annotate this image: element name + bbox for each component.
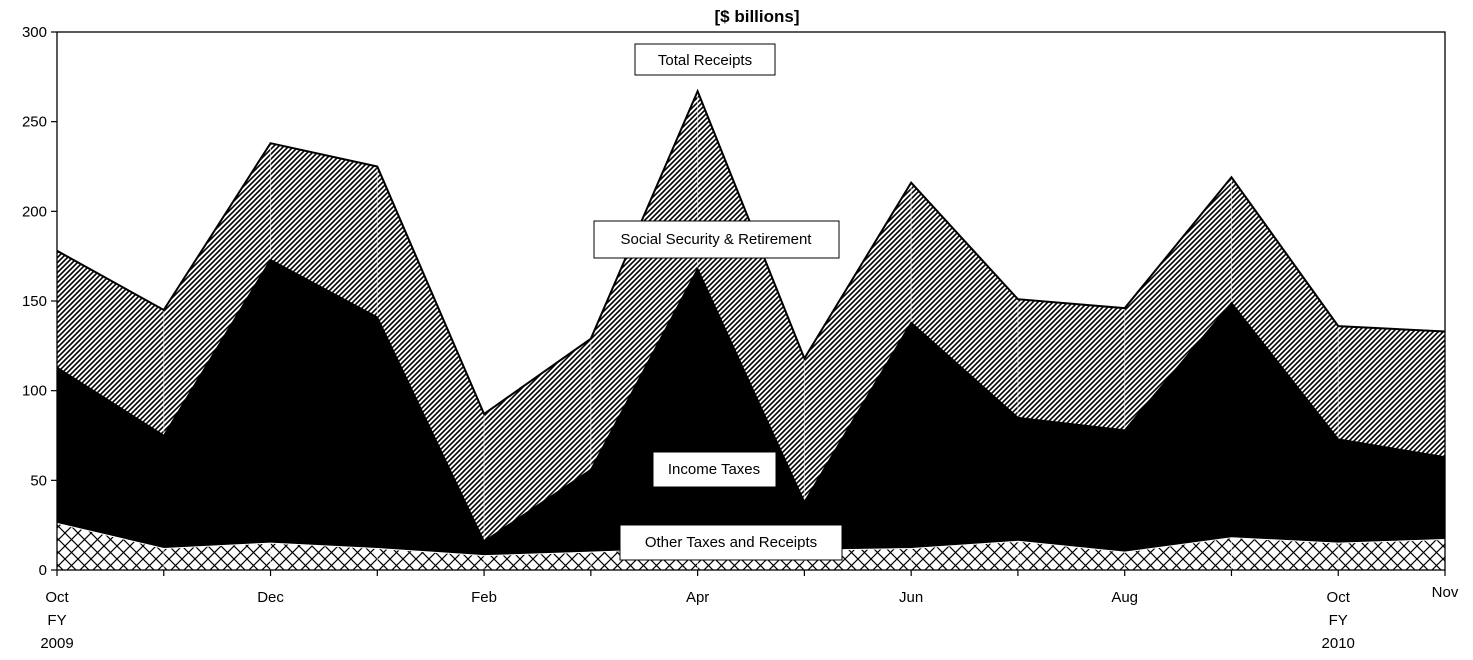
x-tick-label-line: FY — [47, 612, 66, 629]
x-tick-label-line: Oct — [1327, 589, 1351, 606]
y-tick-label: 300 — [22, 24, 47, 41]
x-tick-label: Oct FY 2009 — [40, 589, 73, 652]
label-other-taxes-text: Other Taxes and Receipts — [645, 534, 817, 551]
x-tick-label: Aug — [1111, 589, 1138, 606]
area-income-taxes — [57, 259, 1445, 556]
line-income-top — [56, 258, 1446, 543]
x-tick-label-line: Jun — [899, 589, 923, 606]
label-social-security-text: Social Security & Retirement — [621, 231, 813, 248]
label-income-taxes: Income Taxes — [652, 451, 777, 488]
y-tick-label: 150 — [22, 293, 47, 310]
area-social-security — [57, 91, 1445, 542]
x-tick-label-line: Apr — [686, 589, 709, 606]
y-tick-label: 50 — [30, 472, 47, 489]
x-tick-label-line: Aug — [1111, 589, 1138, 606]
x-tick-label: Oct FY 2010 — [1322, 589, 1355, 652]
label-social-security: Social Security & Retirement — [593, 220, 840, 259]
x-tick-label-line: Dec — [257, 589, 284, 606]
x-tick-label-line: FY — [1329, 612, 1348, 629]
y-tick-label: 100 — [22, 383, 47, 400]
label-income-taxes-text: Income Taxes — [668, 461, 760, 478]
x-tick-label-line: 2010 — [1322, 635, 1355, 652]
label-total-receipts-text: Total Receipts — [658, 52, 752, 69]
x-tick-label-line: Feb — [471, 589, 497, 606]
x-tick-label-line: Nov — [1432, 584, 1459, 601]
x-tick-label: Nov — [1432, 584, 1459, 601]
area-other-taxes — [57, 523, 1445, 570]
y-tick-label: 0 — [39, 562, 47, 579]
chart-title: [$ billions] — [715, 7, 800, 26]
x-tick-label-line: 2009 — [40, 635, 73, 652]
label-other-taxes: Other Taxes and Receipts — [619, 524, 843, 561]
x-tick-label: Jun — [899, 589, 923, 606]
x-tick-label: Feb — [471, 589, 497, 606]
label-total-receipts: Total Receipts — [634, 43, 776, 76]
x-tick-label: Apr — [686, 589, 709, 606]
y-tick-label: 200 — [22, 203, 47, 220]
x-tick-label: Dec — [257, 589, 284, 606]
x-tick-label-line: Oct — [45, 589, 69, 606]
y-tick-label: 250 — [22, 114, 47, 131]
